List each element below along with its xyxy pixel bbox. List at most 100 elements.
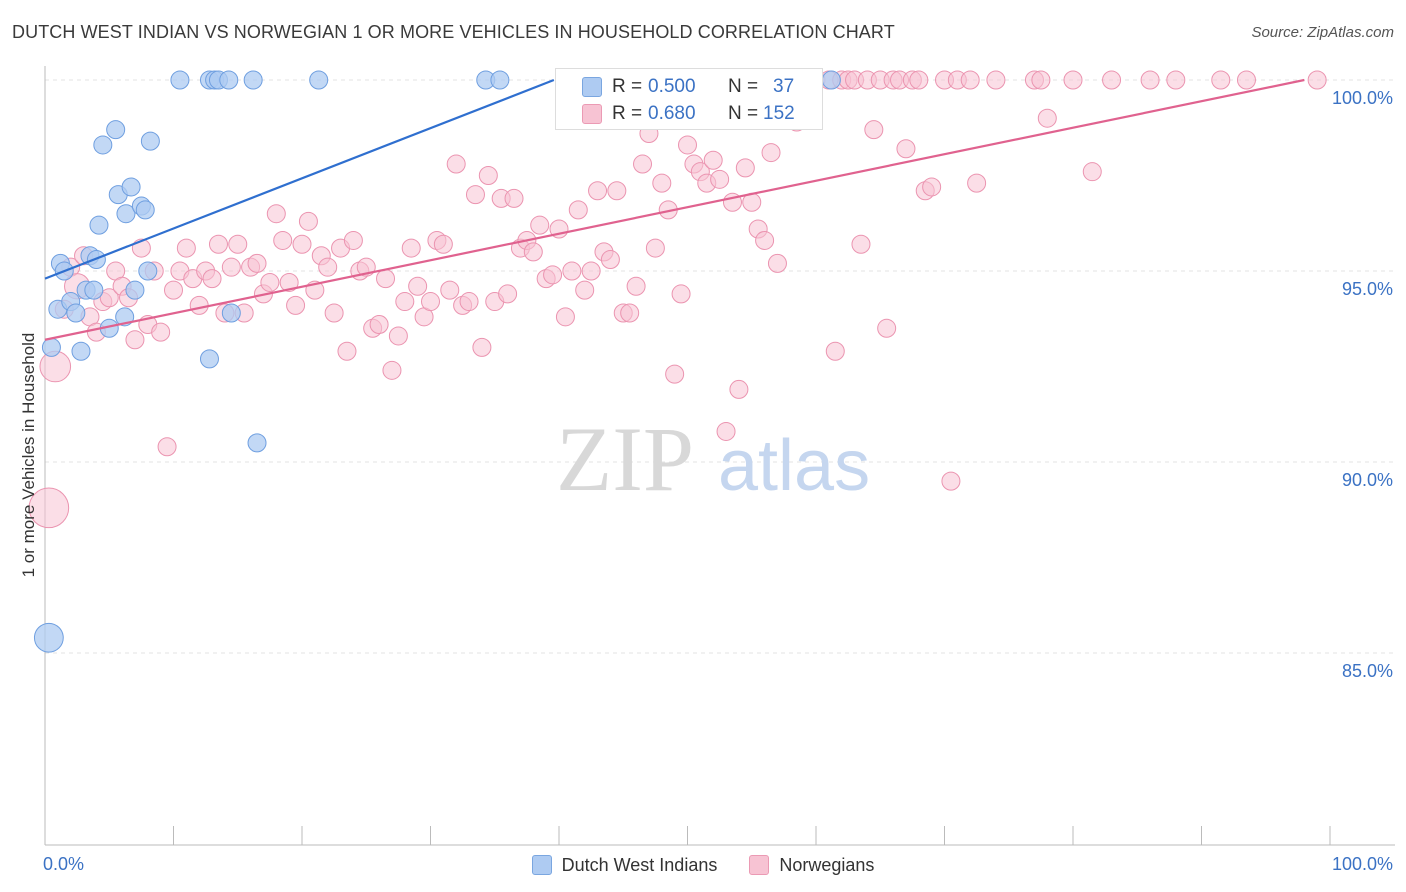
n-label: N =	[728, 76, 759, 97]
norwegian-point-144	[1082, 162, 1102, 182]
norwegian-point-13	[125, 330, 145, 350]
norwegian-point-137	[960, 70, 980, 90]
chart-source: Source: ZipAtlas.com	[1251, 24, 1394, 41]
norwegian-point-57	[408, 276, 428, 296]
dutch-west-indian-point-21	[138, 261, 158, 281]
norwegian-point-25	[202, 269, 222, 289]
norwegian-point-54	[388, 326, 408, 346]
series-dutch-west-indians	[33, 70, 841, 653]
norwegian-point-29	[228, 234, 248, 254]
norwegian-point-46	[337, 341, 357, 361]
norwegian-point-37	[279, 272, 299, 292]
dutch-west-indian-point-34	[309, 70, 329, 90]
norwegian-point-105	[716, 421, 736, 441]
dutch-west-indian-point-15	[106, 120, 126, 140]
trend-line-dutch-west-indians	[44, 78, 555, 280]
trend-lines	[44, 78, 1305, 341]
norwegian-point-18	[157, 437, 177, 457]
norwegian-point-122	[851, 234, 871, 254]
dutch-west-indian-point-12	[89, 215, 109, 235]
y-tick-label-0: 85.0%	[1342, 661, 1393, 681]
norwegian-point-143	[1063, 70, 1083, 90]
norwegian-point-118	[825, 341, 845, 361]
dutch-west-indian-point-17	[116, 204, 136, 224]
norwegian-point-129	[896, 139, 916, 159]
norwegian-point-108	[735, 158, 755, 178]
norwegian-point-38	[286, 295, 306, 315]
y-tick-label-1: 90.0%	[1342, 470, 1393, 490]
legend-swatch-pink	[749, 855, 770, 875]
y-tick-label-2: 95.0%	[1342, 279, 1393, 299]
y-axis-label: 1 or more Vehicles in Household	[19, 333, 38, 578]
dutch-west-indian-point-0	[33, 622, 64, 653]
dutch-west-indian-point-18	[121, 177, 141, 197]
norwegian-point-40	[298, 211, 318, 231]
y-tick-label-3: 100.0%	[1332, 88, 1393, 108]
norwegian-point-78	[543, 265, 563, 285]
dutch-west-indian-point-19	[125, 280, 145, 300]
norwegian-point-32	[247, 253, 267, 273]
norwegian-point-88	[607, 181, 627, 201]
norwegian-point-53	[382, 360, 402, 380]
r-label: R =	[612, 76, 643, 97]
norwegian-point-142	[1037, 108, 1057, 128]
norwegian-point-44	[324, 303, 344, 323]
norwegian-point-65	[459, 292, 479, 312]
legend-item-dutch-west-indians[interactable]: Dutch West Indians	[531, 855, 717, 876]
norwegian-point-67	[472, 337, 492, 357]
norwegian-point-9	[99, 288, 119, 308]
norwegian-point-43	[318, 257, 338, 277]
norwegian-point-135	[941, 471, 961, 491]
norwegian-point-81	[562, 261, 582, 281]
norwegian-point-39	[292, 234, 312, 254]
norwegian-point-17	[151, 322, 171, 342]
dutch-west-indian-point-7	[71, 341, 91, 361]
norwegian-point-0	[28, 487, 70, 529]
norwegian-point-72	[504, 188, 524, 208]
n-value-blue: 37	[773, 76, 795, 97]
norwegian-point-36	[273, 230, 293, 250]
watermark: ZIP atlas	[556, 408, 870, 510]
norwegian-point-68	[478, 166, 498, 185]
dutch-west-indian-point-37	[821, 70, 841, 90]
norwegian-point-90	[620, 303, 640, 323]
legend-item-norwegians[interactable]: Norwegians	[749, 855, 874, 876]
norwegian-point-99	[678, 135, 697, 155]
norwegian-point-83	[575, 280, 595, 300]
dutch-west-indian-point-32	[243, 70, 263, 90]
x-tick-label-0: 0.0%	[43, 854, 84, 874]
stats-swatch-pink	[582, 104, 602, 124]
norwegian-point-85	[588, 181, 608, 201]
norwegian-point-52	[376, 269, 396, 289]
n-label: N =	[728, 103, 759, 124]
norwegian-point-104	[710, 169, 730, 189]
norwegian-point-26	[208, 234, 228, 254]
legend-label: Norwegians	[779, 854, 875, 875]
norwegian-point-92	[633, 154, 653, 174]
norwegian-point-19	[164, 280, 183, 300]
norwegian-point-76	[530, 215, 550, 235]
norwegian-point-126	[877, 318, 897, 338]
norwegian-point-55	[395, 292, 415, 312]
chart-title: DUTCH WEST INDIAN VS NORWEGIAN 1 OR MORE…	[12, 22, 895, 42]
norwegian-point-97	[665, 364, 685, 384]
norwegian-point-138	[967, 173, 987, 193]
stats-row-pink: R = 0.680 N = 152	[556, 101, 822, 127]
norwegian-point-51	[369, 314, 389, 334]
norwegian-point-150	[1307, 70, 1327, 90]
norwegian-point-61	[433, 234, 453, 254]
tick-labels: 85.0% 90.0% 95.0% 100.0% 0.0% 100.0%	[43, 88, 1393, 874]
dutch-west-indian-point-24	[135, 200, 155, 220]
norwegian-point-23	[189, 295, 209, 315]
norwegian-point-62	[440, 280, 460, 300]
norwegian-point-149	[1236, 70, 1256, 90]
n-value-pink: 152	[763, 103, 795, 124]
norwegian-point-84	[581, 261, 601, 281]
legend-swatch-blue	[531, 855, 552, 875]
axes	[44, 66, 1395, 846]
norwegian-point-87	[600, 250, 620, 270]
norwegian-point-133	[922, 177, 942, 197]
trend-line-norwegians	[44, 78, 1305, 341]
norwegian-point-82	[568, 200, 588, 220]
norwegian-point-75	[523, 242, 543, 262]
